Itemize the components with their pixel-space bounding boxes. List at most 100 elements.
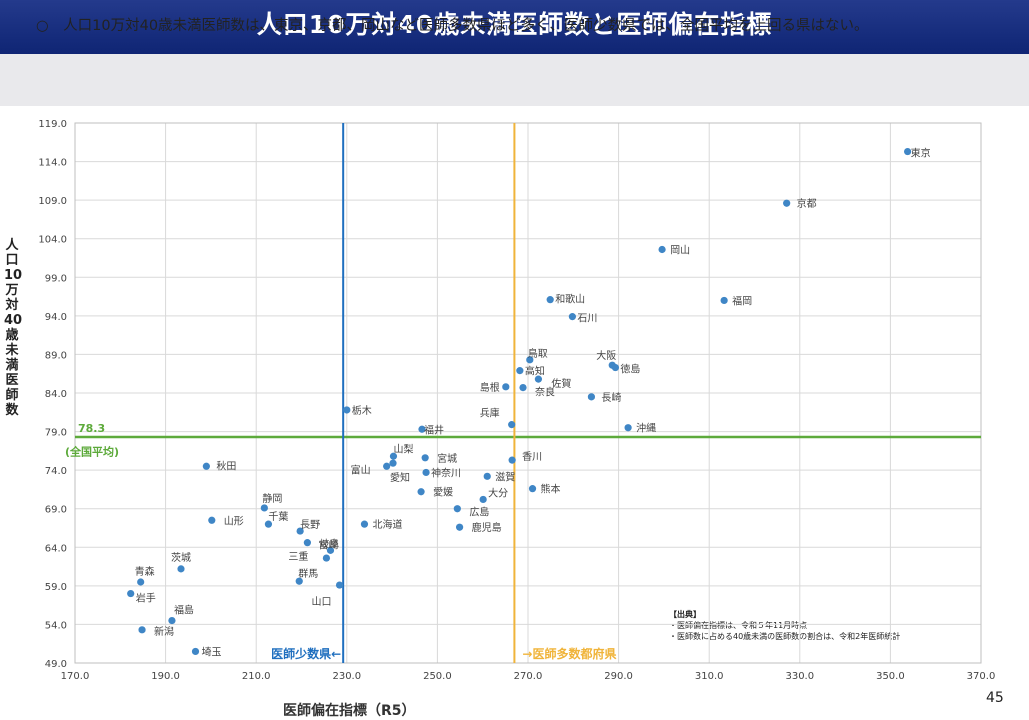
y-tick-label: 99.0 <box>45 273 67 284</box>
y-tick-label: 104.0 <box>38 235 67 246</box>
data-point <box>137 578 145 586</box>
y-tick-label: 59.0 <box>45 582 67 593</box>
data-point <box>483 472 491 480</box>
data-point <box>208 516 216 524</box>
data-label: 岩手 <box>136 592 156 605</box>
data-label: 山梨 <box>393 442 413 455</box>
data-label: 秋田 <box>216 459 236 472</box>
y-axis-label: 人口 10 万対 40 歳未満医師数 <box>4 238 23 418</box>
data-point <box>343 406 351 414</box>
source-note: 【出典】 ・医師偏在指標は、令和５年11月時点 ・医師数に占める40歳未満の医師… <box>669 609 900 642</box>
y-tick-label: 54.0 <box>45 620 67 631</box>
x-tick-label: 330.0 <box>785 671 814 682</box>
data-label: 栃木 <box>352 404 372 417</box>
x-tick-label: 190.0 <box>151 671 180 682</box>
y-tick-label: 79.0 <box>45 428 67 439</box>
source-line: ・医師偏在指標は、令和５年11月時点 <box>669 621 808 630</box>
data-point <box>720 296 728 305</box>
data-point <box>418 425 426 433</box>
x-tick-label: 250.0 <box>423 671 452 682</box>
data-label: 静岡 <box>262 492 282 505</box>
data-point <box>127 589 135 598</box>
data-point <box>508 421 516 429</box>
data-label: 長崎 <box>601 391 621 404</box>
data-point <box>389 459 397 467</box>
source-line: ・医師数に占める40歳未満の医師数の割合は、令和2年医師統計 <box>669 632 901 641</box>
data-point <box>904 147 912 156</box>
data-point <box>296 527 304 535</box>
data-label: 奈良 <box>535 386 555 399</box>
data-point <box>202 462 210 470</box>
data-point <box>303 539 311 547</box>
data-point <box>608 361 616 369</box>
data-point <box>528 485 537 493</box>
data-point <box>383 462 391 470</box>
data-label: 千葉 <box>268 510 288 523</box>
data-point <box>624 424 632 432</box>
data-label: 福井 <box>424 423 444 436</box>
data-point <box>326 546 335 554</box>
data-label: 京都 <box>797 197 817 210</box>
x-tick-label: 290.0 <box>604 671 633 682</box>
data-label: 群馬 <box>298 567 318 580</box>
title-banner <box>0 0 1029 54</box>
high-threshold-label: →医師多数都府県 <box>522 646 616 661</box>
y-tick-label: 94.0 <box>45 312 67 323</box>
data-label: 佐賀 <box>551 378 571 390</box>
data-point <box>502 383 510 391</box>
data-point <box>421 454 429 462</box>
data-label: 岐阜 <box>319 538 339 551</box>
data-point <box>526 356 534 364</box>
data-point <box>479 495 487 504</box>
data-label: 青森 <box>135 565 155 578</box>
x-axis-label: 医師偏在指標（R5） <box>283 703 416 719</box>
data-label: 和歌山 <box>555 293 585 306</box>
summary-text: ○ 人口10万対40歳未満医師数は、東京、京都、岡山など医師多数県ほど多く、医師… <box>36 18 869 34</box>
data-point <box>508 456 516 464</box>
data-label: 大阪 <box>596 349 616 362</box>
data-label: 茨城 <box>171 551 191 564</box>
data-label: 埼玉 <box>201 645 221 658</box>
plot-frame <box>74 122 982 664</box>
data-label: 岡山 <box>670 245 690 257</box>
data-label: 神奈川 <box>431 466 461 479</box>
data-point <box>322 554 331 562</box>
data-point <box>568 313 576 321</box>
data-label: 宮崎 <box>318 538 338 551</box>
data-label: 大分 <box>488 486 508 499</box>
data-label: 愛知 <box>390 471 410 484</box>
data-point <box>546 296 554 304</box>
data-point <box>264 520 273 528</box>
data-label: 長野 <box>300 519 320 531</box>
data-label: 広島 <box>469 506 489 519</box>
data-point <box>587 393 596 401</box>
y-tick-label: 69.0 <box>45 505 67 516</box>
data-label: 石川 <box>577 314 597 325</box>
data-label: 北海道 <box>372 518 402 531</box>
data-point <box>455 523 464 531</box>
data-label: 宮城 <box>437 452 457 465</box>
data-label: 三重 <box>288 550 308 563</box>
data-label: 熊本 <box>541 483 561 496</box>
data-label: 鹿児島 <box>472 521 502 534</box>
x-tick-label: 170.0 <box>61 671 90 682</box>
data-point <box>389 452 398 460</box>
page-title: 人口10万対40歳未満医師数と医師偏在指標 <box>256 10 773 39</box>
x-tick-label: 370.0 <box>967 671 996 682</box>
data-label: 香川 <box>522 451 542 463</box>
data-label: 沖縄 <box>636 422 656 435</box>
y-tick-label: 119.0 <box>38 119 67 130</box>
y-tick-label: 64.0 <box>45 543 67 554</box>
data-label: 新潟 <box>154 625 174 638</box>
data-point <box>295 577 303 585</box>
data-label: 島根 <box>480 381 500 394</box>
data-point <box>335 581 344 589</box>
data-label: 愛媛 <box>433 486 453 499</box>
x-tick-label: 270.0 <box>514 671 543 682</box>
x-tick-label: 210.0 <box>242 671 271 682</box>
data-point <box>168 616 176 625</box>
x-tick-label: 310.0 <box>695 671 724 682</box>
data-label: 兵庫 <box>480 407 500 420</box>
data-point <box>534 375 543 383</box>
y-tick-label: 84.0 <box>45 389 67 400</box>
